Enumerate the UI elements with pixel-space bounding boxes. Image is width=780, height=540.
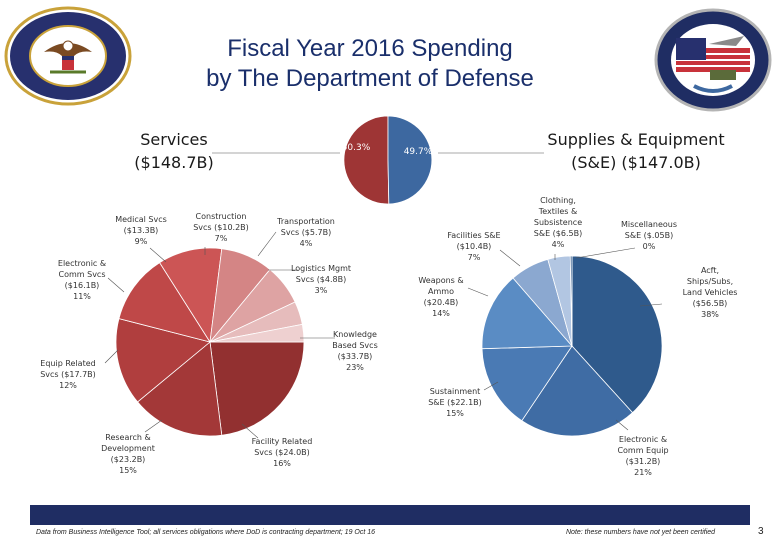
services-label-5: Medical Svcs ($13.3B) 9% <box>115 215 167 246</box>
se-label-3: Weapons & Ammo ($20.4B) 14% <box>418 276 463 318</box>
supplies-heading: Supplies & Equipment (S&E) ($147.0B) <box>547 130 724 172</box>
dod-seal-logo <box>4 6 132 106</box>
se-label-0: Acft, Ships/Subs, Land Vehicles ($56.5B) 38% <box>683 266 738 319</box>
source-footnote: Data from Business Intelligence Tool; al… <box>36 529 376 536</box>
services-label-6: Construction Svcs ($10.2B) 7% <box>193 212 249 243</box>
services-slice-8 <box>209 323 305 343</box>
services-leader-4 <box>107 277 125 293</box>
services-label-0: Knowledge Based Svcs ($33.7B) 23% <box>332 330 377 372</box>
se-leader-3 <box>467 287 489 297</box>
se-label-2: Sustainment S&E ($22.1B) 15% <box>428 387 482 418</box>
footer-bar <box>30 505 750 525</box>
services-leader-1 <box>241 423 259 439</box>
title-line-2: by The Department of Defense <box>206 65 534 92</box>
se-slice-6 <box>569 255 573 347</box>
services-leader-7 <box>257 231 277 257</box>
services-heading: Services ($148.7B) <box>134 130 213 172</box>
director-dpap-seal-logo <box>654 8 772 112</box>
se-leader-4 <box>499 249 521 267</box>
se-leader-6 <box>575 247 636 259</box>
services-label-1: Facility Related Svcs ($24.0B) 16% <box>252 437 313 468</box>
services-leader-5 <box>149 247 167 263</box>
services-label-4: Electronic & Comm Svcs ($16.1B) 11% <box>58 259 106 301</box>
overview-slice-0 <box>343 115 390 205</box>
services-label-8: Logistics Mgmt Svcs ($4.8B) 3% <box>291 264 351 295</box>
services-label-3: Equip Related Svcs ($17.7B) 12% <box>40 359 96 390</box>
se-leader-0 <box>639 303 663 307</box>
services-slice-2 <box>115 318 211 403</box>
page-title: Fiscal Year 2016 Spending by The Departm… <box>150 34 590 94</box>
services-leader-2 <box>144 419 163 433</box>
services-label-2: Research & Development ($23.2B) 15% <box>101 433 155 475</box>
se-label-1: Electronic & Comm Equip ($31.2B) 21% <box>617 435 668 477</box>
certification-note: Note: these numbers have not yet been ce… <box>566 529 716 536</box>
overview-services-pct: 50.3% <box>342 143 371 153</box>
services-label-7: Transportation Svcs ($5.7B) 4% <box>276 217 335 248</box>
services-slice-0 <box>209 341 305 436</box>
page-number: 3 <box>758 526 764 537</box>
se-leader-1 <box>615 419 629 431</box>
se-slice-0 <box>571 255 663 414</box>
overview-slice-1 <box>387 115 433 205</box>
services-slice-3 <box>118 262 211 343</box>
se-slice-3 <box>481 277 573 350</box>
title-line-1: Fiscal Year 2016 Spending <box>227 35 513 62</box>
se-slice-2 <box>481 345 573 422</box>
services-slice-1 <box>137 341 223 437</box>
se-label-4: Facilities S&E ($10.4B) 7% <box>447 231 500 262</box>
se-leader-2 <box>483 381 499 391</box>
spending-charts: 50.3% 49.7% Services ($148.7B) Supplies & Eq… <box>40 115 738 477</box>
se-label-6: Miscellaneous S&E ($.05B) 0% <box>621 220 677 251</box>
se-slice-1 <box>521 345 634 437</box>
se-label-5: Clothing, Textiles & Subsistence S&E ($6.5B… <box>534 196 582 249</box>
services-slice-4 <box>159 247 223 344</box>
services-leader-3 <box>104 349 119 364</box>
overview-supplies-pct: 49.7% <box>404 147 433 157</box>
